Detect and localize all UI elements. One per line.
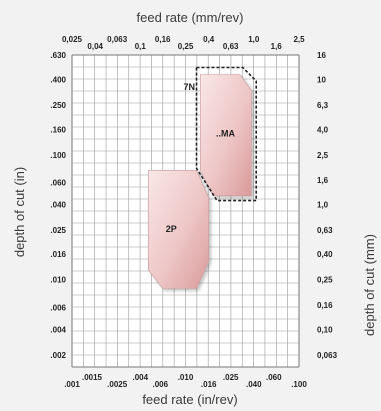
y-right-tick-label: 2,5	[317, 151, 329, 160]
x-bottom-tick-label: .100	[291, 380, 307, 389]
x-bottom-tick-label: .0025	[107, 380, 128, 389]
y-right-tick-label: 0,10	[317, 325, 333, 334]
y-right-tick-label: 1,6	[317, 176, 329, 185]
x-top-tick-label: 0,4	[203, 35, 215, 44]
x-top-tick-label: 0,16	[155, 35, 171, 44]
regions	[148, 66, 258, 289]
x-bottom-tick-label: .0015	[82, 373, 103, 382]
y-left-tick-label: .630	[50, 51, 66, 60]
region-2p	[148, 170, 209, 289]
region-label-2p: 2P	[166, 224, 177, 234]
y-left-tick-label: .160	[50, 125, 66, 134]
y-right-tick-label: 4,0	[317, 125, 329, 134]
y-right-tick-label: 0,16	[317, 301, 333, 310]
y-left-tick-label: .010	[50, 276, 66, 285]
region-ma	[200, 74, 252, 197]
y-left-tick-label: .006	[50, 303, 66, 312]
region-7n-outline	[195, 66, 258, 202]
y-left-tick-label: .100	[50, 151, 66, 160]
y-right-tick-label: 16	[317, 51, 326, 60]
y-right-axis-title: depth of cut (mm)	[362, 234, 377, 336]
y-right-tick-label: 1,0	[317, 201, 329, 210]
y-right-tick-label: 10	[317, 76, 326, 85]
x-bottom-tick-label: .001	[64, 380, 80, 389]
y-left-tick-label: .025	[50, 226, 66, 235]
ticks: 0,025 0,04 0,063 0,1 0,16 0,25 0,4 0,63 1,0 1,6 2,…	[50, 35, 337, 389]
x-bottom-tick-label: .060	[266, 373, 282, 382]
y-right-tick-label: 0,40	[317, 250, 333, 259]
x-top-tick-label: 1,6	[271, 42, 283, 51]
x-bottom-tick-label: .016	[201, 380, 217, 389]
x-top-tick-label: 0,063	[107, 35, 128, 44]
y-left-tick-label: .002	[50, 351, 66, 360]
x-bottom-tick-label: .004	[133, 373, 149, 382]
x-bottom-tick-label: .025	[223, 373, 239, 382]
x-bottom-tick-label: .010	[178, 373, 194, 382]
y-right-tick-label: 0,63	[317, 226, 333, 235]
x-top-tick-label: 0,63	[223, 42, 239, 51]
y-left-axis-title: depth of cut (in)	[12, 167, 27, 257]
region-labels: 2P ..MA 7N	[166, 82, 236, 234]
region-label-ma: ..MA	[216, 129, 235, 139]
y-right-tick-label: 6,3	[317, 101, 329, 110]
x-top-tick-label: 0,1	[135, 42, 147, 51]
x-top-tick-label: 0,25	[178, 42, 194, 51]
y-right-tick-label: 0,25	[317, 276, 333, 285]
y-left-tick-label: .250	[50, 101, 66, 110]
region-label-7n: 7N	[184, 82, 196, 92]
y-right-tick-label: 0,063	[317, 351, 338, 360]
y-left-tick-label: .004	[50, 325, 66, 334]
x-bottom-tick-label: .040	[246, 380, 262, 389]
x-top-tick-label: 0,04	[87, 42, 103, 51]
x-top-tick-label: 0,025	[62, 35, 83, 44]
x-top-axis-title: feed rate (mm/rev)	[137, 10, 244, 25]
y-left-tick-label: .060	[50, 179, 66, 188]
x-bottom-tick-label: .006	[153, 380, 169, 389]
y-left-tick-label: .016	[50, 250, 66, 259]
x-top-tick-label: 1,0	[248, 35, 260, 44]
x-bottom-axis-title: feed rate (in/rev)	[142, 392, 237, 407]
y-left-tick-label: .400	[50, 76, 66, 85]
x-top-tick-label: 2,5	[293, 35, 305, 44]
y-left-tick-label: .040	[50, 201, 66, 210]
